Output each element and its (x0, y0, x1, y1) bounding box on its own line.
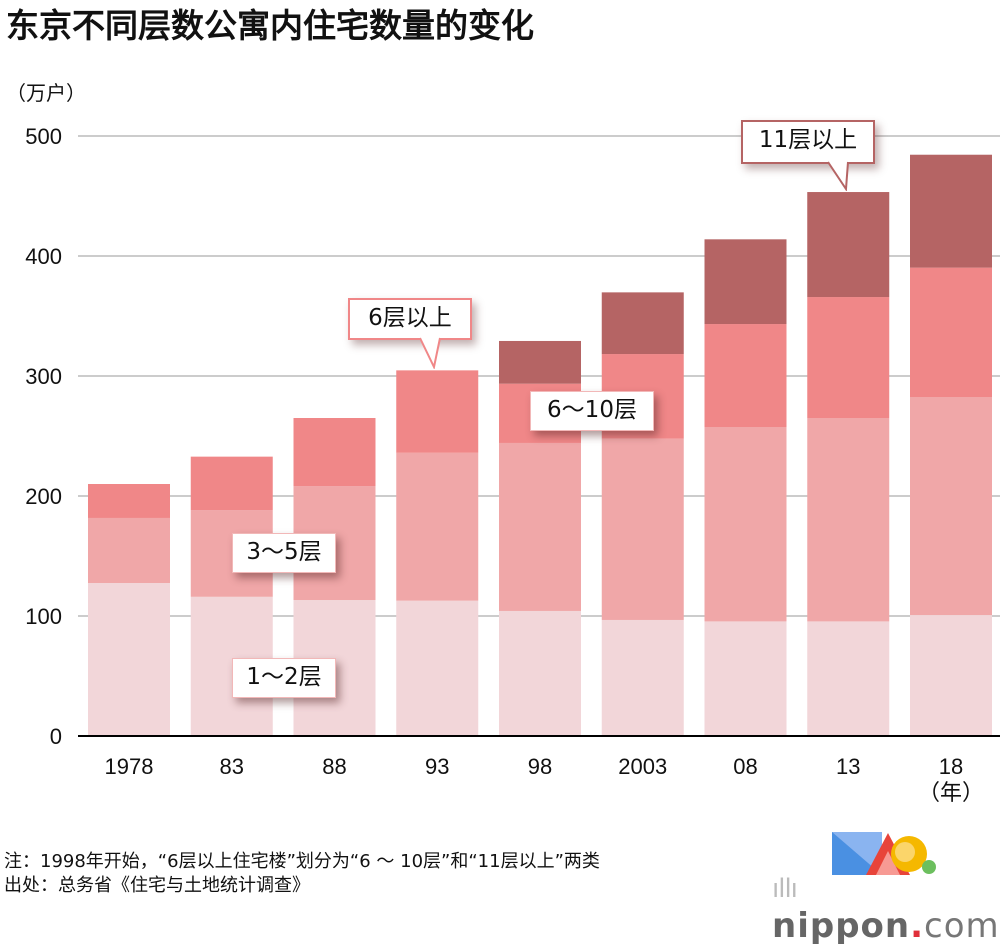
bar-segment-floors-1-2-08 (704, 621, 787, 736)
callout-11-floors-plus: 11层以上 (741, 120, 875, 164)
x-tick-label: 83 (220, 754, 244, 779)
y-tick-label: 0 (50, 724, 62, 749)
y-tick-label: 200 (25, 484, 62, 509)
bar-segment-floors-11-plus-13 (807, 192, 890, 298)
bar-segment-floors-6-10-1978 (88, 484, 170, 518)
source-text: 出处：总务省《住宅与土地统计调查》 (4, 875, 310, 896)
nippon-logo-icon (832, 832, 936, 875)
bar-group-83 (190, 456, 273, 736)
x-tick-label: 98 (528, 754, 552, 779)
x-tick-label: 08 (733, 754, 757, 779)
bar-segment-floors-11-plus-08 (704, 239, 787, 325)
x-axis-ticks: 1978 83 88 93 98 2003 08 13 18 (105, 754, 964, 779)
chart-title: 东京不同层数公寓内住宅数量的变化 (6, 6, 534, 45)
bar-segment-floors-3-5-13 (807, 418, 890, 622)
callout-11-floors-plus-tail (827, 161, 849, 191)
bar-segment-floors-3-5-93 (396, 452, 479, 601)
bar-segment-floors-6-10-18 (910, 267, 992, 397)
bar-group-08 (704, 239, 787, 736)
y-tick-label: 100 (25, 604, 62, 629)
bar-segment-floors-1-2-1978 (88, 583, 170, 736)
bar-segment-floors-1-2-2003 (601, 619, 684, 736)
bar-segment-floors-3-5-18 (910, 397, 992, 616)
bar-segment-floors-1-2-18 (910, 615, 992, 736)
bar-segment-floors-6-10-13 (807, 297, 890, 418)
callout-6-floors-plus-tail (419, 337, 441, 369)
bar-segment-floors-11-plus-98 (499, 340, 581, 384)
bar-segment-floors-6-10-83 (190, 456, 273, 511)
callout-6-floors-plus: 6层以上 (348, 298, 472, 340)
brand-tld: com (924, 906, 1000, 946)
x-tick-label: 1978 (105, 754, 154, 779)
brand-name: nippon (772, 906, 911, 946)
x-tick-label: 2003 (618, 754, 667, 779)
x-tick-label: 13 (836, 754, 860, 779)
bar-segment-floors-3-5-98 (499, 442, 581, 611)
bar-segment-floors-1-2-13 (807, 621, 890, 736)
x-tick-label: 88 (322, 754, 346, 779)
series-label-floors-3-5: 3～5层 (232, 533, 336, 573)
x-axis-unit-label: （年） (918, 780, 984, 805)
series-label-floors-6-10: 6～10层 (530, 391, 654, 431)
brand-dot: . (910, 906, 925, 946)
bar-segment-floors-3-5-08 (704, 427, 787, 622)
bar-segment-floors-6-10-93 (396, 370, 479, 453)
y-tick-label: 400 (25, 244, 62, 269)
callout-11-floors-plus-text: 11层以上 (758, 127, 858, 153)
bar-segment-floors-11-plus-2003 (601, 292, 684, 355)
y-axis-ticks: 0 100 200 300 400 500 (25, 124, 62, 749)
x-tick-label: 93 (425, 754, 449, 779)
x-tick-label: 18 (939, 754, 963, 779)
bar-group-98 (499, 340, 581, 736)
bar-segment-floors-1-2-98 (499, 610, 581, 736)
nippon-brand-logo: ıllı nippon.com (772, 866, 1000, 946)
note-text: 注：1998年开始，“6层以上住宅楼”划分为“6 ～ 10层”和“11层以上”两… (4, 851, 600, 872)
footnotes: 注：1998年开始，“6层以上住宅楼”划分为“6 ～ 10层”和“11层以上”两… (4, 850, 600, 898)
series-label-floors-1-2: 1～2层 (232, 658, 336, 698)
bar-segment-floors-6-10-88 (293, 418, 376, 487)
bar-segment-floors-6-10-08 (704, 324, 787, 427)
bars (88, 154, 992, 736)
bar-segment-floors-3-5-1978 (88, 517, 170, 583)
bar-segment-floors-3-5-2003 (601, 438, 684, 620)
bar-group-2003 (601, 292, 684, 736)
sound-bars-icon: ıllı (772, 874, 798, 904)
y-tick-label: 500 (25, 124, 62, 149)
bar-segment-floors-1-2-93 (396, 600, 479, 736)
bar-segment-floors-11-plus-18 (910, 154, 992, 268)
bar-group-1978 (88, 484, 170, 736)
bar-group-13 (807, 192, 890, 736)
bar-group-18 (910, 154, 992, 736)
y-axis-unit-label: （万户） (6, 81, 86, 105)
y-tick-label: 300 (25, 364, 62, 389)
bar-group-93 (396, 370, 479, 736)
callout-6-floors-plus-text: 6层以上 (368, 305, 452, 331)
